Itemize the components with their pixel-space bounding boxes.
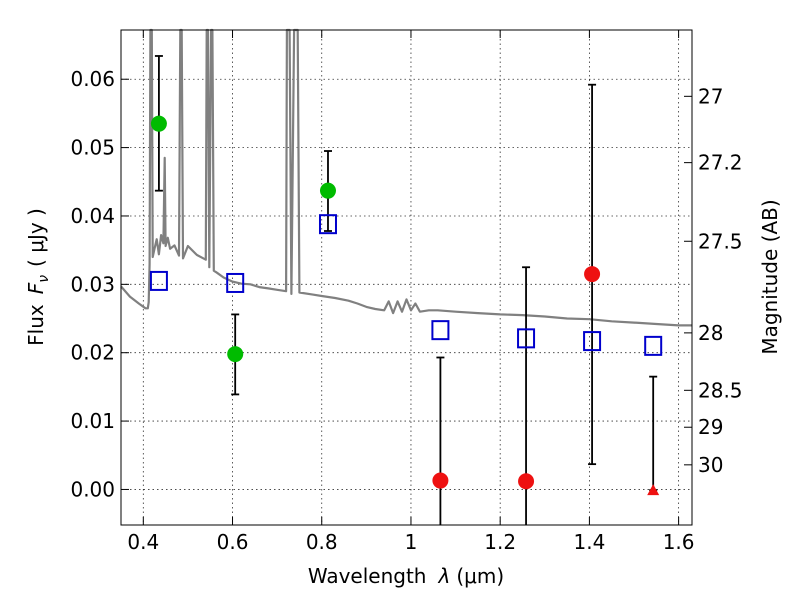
marker-layer xyxy=(149,115,663,496)
x-tick-label: 1.6 xyxy=(663,530,695,554)
x-tick-label: 0.8 xyxy=(306,530,338,554)
x-tick-label: 1.4 xyxy=(573,530,605,554)
y-tick-label: 0.04 xyxy=(70,204,115,228)
y-tick-label: 0.00 xyxy=(70,477,115,501)
model-photometry-point xyxy=(226,272,245,293)
model-photometry-point xyxy=(583,331,602,352)
x-axis-label: Wavelength λ (μm) xyxy=(308,564,504,588)
right-tick-label: 28 xyxy=(698,321,723,345)
tick-layer: 0.4 0.6 0.8 1 1.2 1.4 1.6 0.00 0.01 0.02 0.03 0.04 0… xyxy=(70,30,743,554)
y-tick-label: 0.02 xyxy=(70,341,115,365)
plot-frame xyxy=(120,29,693,526)
observed-optical-point xyxy=(150,115,167,132)
x-tick-label: 0.6 xyxy=(217,530,249,554)
grid-layer xyxy=(121,30,692,525)
template-spectrum-line xyxy=(120,28,692,327)
y-tick-label: 0.03 xyxy=(70,272,115,296)
model-photometry-point xyxy=(431,320,450,341)
observed-optical-point xyxy=(319,182,336,199)
model-photometry-point xyxy=(644,335,663,356)
right-tick-label: 27.5 xyxy=(698,229,743,253)
model-photometry-point xyxy=(149,270,168,291)
right-tick-label: 29 xyxy=(698,415,723,439)
spectrum-layer xyxy=(120,28,692,327)
right-axis-label: Magnitude (AB) xyxy=(758,199,782,354)
model-photometry-point xyxy=(318,214,337,235)
right-tick-label: 27.2 xyxy=(698,151,743,175)
observed-nir-point xyxy=(518,473,535,490)
x-tick-label: 1.2 xyxy=(484,530,516,554)
observed-nir-point xyxy=(584,266,601,283)
y-axis-label: FluxFν( μJy ) xyxy=(24,208,52,346)
upper-limit-point xyxy=(647,484,660,496)
model-photometry-point xyxy=(517,328,536,349)
right-tick-label: 28.5 xyxy=(698,378,743,402)
y-tick-label: 0.06 xyxy=(70,67,115,91)
x-tick-label: 0.4 xyxy=(127,530,159,554)
y-tick-label: 0.05 xyxy=(70,136,115,160)
observed-optical-point xyxy=(227,346,244,363)
observed-nir-point xyxy=(432,472,449,489)
y-tick-label: 0.01 xyxy=(70,409,115,433)
right-tick-label: 27 xyxy=(698,84,723,108)
right-tick-label: 30 xyxy=(698,453,723,477)
x-tick-label: 1 xyxy=(405,530,418,554)
